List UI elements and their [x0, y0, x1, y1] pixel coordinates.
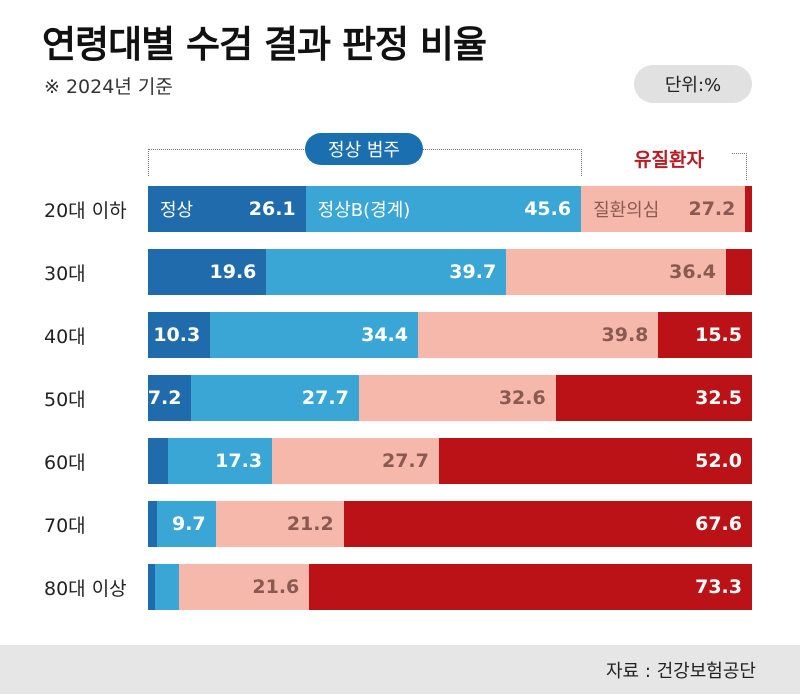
value-label: 32.5	[695, 387, 742, 409]
bar-segment-suspected	[215, 501, 344, 547]
bar-segment-normal-b	[167, 438, 273, 484]
bar-segment-normal	[148, 375, 192, 421]
value-label: 9.7	[171, 513, 206, 535]
bar-segment-normal	[148, 438, 168, 484]
value-label: 32.6	[498, 387, 546, 409]
value-label: 27.2	[688, 198, 736, 220]
unit-badge: 단위:%	[634, 65, 752, 103]
series-name-label: 정상	[160, 200, 194, 221]
value-label: 39.8	[601, 324, 649, 346]
bar-segment-normal-b	[155, 564, 179, 610]
category-label: 70대	[44, 514, 86, 537]
chart-title: 연령대별 수검 결과 판정 비율	[42, 23, 487, 66]
bar-segment-normal	[148, 312, 211, 358]
bar-segment-normal-b	[191, 375, 359, 421]
normal-range-label: 정상 범주	[305, 133, 423, 165]
bar-segment-suspected	[272, 438, 439, 484]
bar-segment-patient	[343, 501, 752, 547]
bar-segment-suspected	[506, 249, 727, 295]
bar-segment-suspected	[417, 312, 659, 358]
bar-segment-patient	[438, 438, 752, 484]
value-label: 21.2	[286, 513, 334, 535]
chart-subtitle: ※ 2024년 기준	[44, 76, 173, 98]
bar-segment-patient	[745, 186, 752, 232]
bar-segment-suspected	[581, 186, 746, 232]
category-label: 30대	[44, 262, 86, 285]
value-label: 27.7	[301, 387, 349, 409]
bar-segment-suspected	[358, 375, 556, 421]
bar-segment-patient	[555, 375, 752, 421]
category-label: 50대	[44, 388, 86, 411]
bar-segment-normal	[148, 501, 158, 547]
category-label: 20대 이하	[44, 199, 127, 222]
bar-segment-normal	[148, 564, 156, 610]
category-label: 40대	[44, 325, 86, 348]
bar-segment-patient	[658, 312, 752, 358]
value-label: 10.3	[153, 324, 201, 346]
source-note: 자료 : 건강보험공단	[606, 661, 756, 682]
value-label: 21.6	[252, 576, 300, 598]
value-label: 27.7	[381, 450, 429, 472]
bar-segment-normal	[148, 249, 267, 295]
value-label: 26.1	[248, 198, 296, 220]
bar-segment-normal-b	[210, 312, 418, 358]
series-name-label: 질환의심	[593, 200, 660, 221]
value-label: 17.3	[215, 450, 263, 472]
value-label: 36.4	[669, 261, 717, 283]
value-label: 45.6	[524, 198, 572, 220]
bar-segment-normal-b	[157, 501, 216, 547]
patient-bracket	[732, 153, 747, 180]
series-name-label: 정상B(경계)	[317, 200, 411, 221]
footer-band	[0, 645, 800, 694]
value-label: 19.6	[209, 261, 257, 283]
patient-group-label: 유질환자	[634, 149, 704, 171]
value-label: 73.3	[695, 576, 742, 598]
value-label: 52.0	[695, 450, 742, 472]
bar-segment-patient	[726, 249, 752, 295]
value-label: 7.2	[147, 387, 182, 409]
category-label: 60대	[44, 451, 86, 474]
value-label: 39.7	[449, 261, 497, 283]
value-label: 15.5	[695, 324, 742, 346]
category-label: 80대 이상	[44, 577, 127, 600]
bar-segment-normal	[148, 186, 306, 232]
bar-segment-normal-b	[266, 249, 507, 295]
value-label: 67.6	[695, 513, 742, 535]
value-label: 34.4	[361, 324, 408, 346]
bar-segment-suspected	[178, 564, 310, 610]
bar-segment-normal-b	[305, 186, 582, 232]
bar-segment-patient	[309, 564, 752, 610]
